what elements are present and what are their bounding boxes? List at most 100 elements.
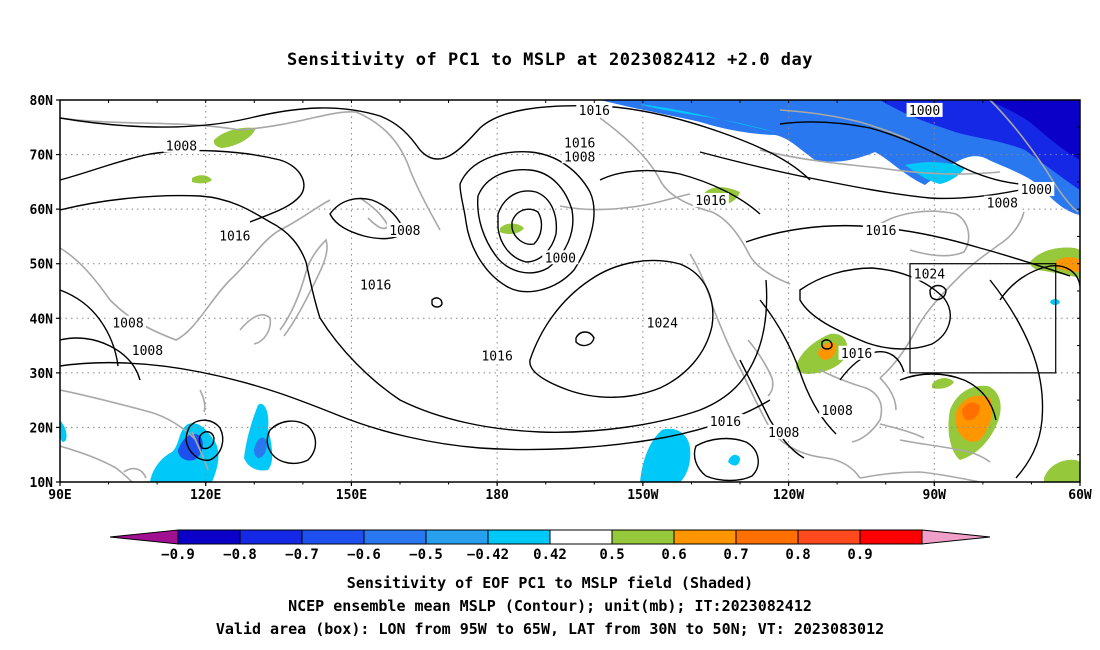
negative-sensitivity-region-pacific-west	[244, 403, 273, 471]
negative-sensitivity-region-philippine-core	[178, 433, 203, 461]
contour-label: 1016	[695, 194, 726, 209]
colorbar-label: 0.6	[661, 547, 686, 563]
contour-1016-pacific-high	[319, 279, 768, 433]
contour-label-bg	[707, 413, 744, 428]
lat-tick-label: 50N	[30, 258, 54, 273]
contour-label-bg	[129, 343, 166, 358]
contour-small-loop-gulf	[821, 339, 833, 350]
contour-label-bg	[692, 192, 729, 207]
sensitivity-shading	[60, 100, 1080, 482]
colorbar-upper-extension	[921, 529, 991, 545]
coastline-mexico	[771, 431, 861, 479]
colorbar-swatch	[735, 529, 799, 545]
contour-label-bg	[644, 315, 681, 330]
contour-label-bg	[216, 228, 253, 243]
contour-label: 1008	[564, 150, 595, 165]
contour-1024-small	[575, 331, 595, 347]
colorbar-label: −0.7	[285, 547, 319, 563]
contour-label: 1016	[710, 415, 741, 430]
lon-tick-label: 120E	[190, 488, 221, 503]
contour-label-bg	[1018, 182, 1055, 197]
lat-tick-label: 10N	[30, 476, 54, 491]
colorbar-swatch	[859, 529, 923, 545]
positive-sensitivity-region-siberia-small	[192, 175, 212, 184]
contour-label: 1000	[545, 251, 576, 266]
lat-tick-label: 60N	[30, 203, 54, 218]
contour-label: 1016	[841, 347, 872, 362]
colorbar-label: 0.7	[723, 547, 748, 563]
contour-label: 1024	[914, 268, 945, 283]
lat-tick-label: 20N	[30, 421, 54, 436]
colorbar-label: −0.6	[347, 547, 381, 563]
longitude-axis: 90E 120E 150E 180 150W 120W 90W 60W	[48, 100, 1092, 503]
negative-sensitivity-region-arctic-deep	[990, 100, 1080, 160]
negative-sensitivity-region-hawaii	[640, 428, 691, 482]
colorbar-swatch	[177, 529, 241, 545]
contour-label: 1016	[564, 137, 595, 152]
contour-1000-low	[497, 190, 558, 263]
contour-1000-low-inner	[511, 208, 543, 245]
contour-1008-canada	[699, 151, 1021, 200]
contour-label-bg	[386, 222, 423, 237]
coastline-south-america	[859, 471, 981, 482]
lon-tick-label: 60W	[1068, 488, 1092, 503]
contour-1024-north-america	[799, 267, 951, 350]
coastline-greenland	[989, 100, 1079, 213]
coastline-baja	[747, 339, 774, 397]
coastline-florida	[879, 377, 897, 411]
coastline-taiwan	[199, 389, 206, 413]
contour-label: 1008	[166, 139, 197, 154]
contour-label: 1008	[112, 317, 143, 332]
coastline-canada-east	[959, 211, 1025, 277]
contour-label-bg	[862, 222, 899, 237]
negative-sensitivity-region-pacific-west-core	[254, 437, 267, 458]
coastline-hudson-bay	[879, 210, 970, 257]
contour-label-bg	[838, 345, 875, 360]
positive-sensitivity-region-atlantic-small	[932, 378, 954, 389]
contour-label: 1008	[389, 224, 420, 239]
lon-tick-label: 90W	[923, 488, 947, 503]
colorbar-swatch	[363, 529, 427, 545]
coastline-alaska	[599, 117, 791, 285]
contour-1000-canada	[779, 121, 1021, 185]
map-title: Sensitivity of PC1 to MSLP at 2023082412…	[286, 50, 813, 70]
contour-1016-north	[60, 104, 811, 181]
colorbar-swatch	[611, 529, 675, 545]
contour-label: 1016	[360, 279, 391, 294]
contour-label: 1016	[219, 229, 250, 244]
coastline-asia-east	[60, 199, 331, 341]
contour-label-bg	[542, 250, 579, 265]
contour-label: 1016	[579, 104, 610, 119]
positive-sensitivity-region-newfoundland-core	[1055, 257, 1080, 272]
positive-sensitivity-region-small-island	[1050, 299, 1060, 305]
contour-1008-pacific-low	[266, 420, 317, 465]
positive-sensitivity-region-siberia	[213, 127, 256, 148]
coastline-gulf-mexico	[819, 369, 883, 443]
contour-1000-low-outer	[459, 151, 595, 293]
contour-label-bg	[357, 277, 394, 292]
colorbar-swatch	[301, 529, 365, 545]
coastline-philippines	[191, 431, 209, 471]
colorbar-label: 0.42	[533, 547, 567, 563]
negative-sensitivity-region-mexico	[728, 454, 740, 466]
lat-tick-label: 40N	[30, 312, 54, 327]
contour-label: 1016	[865, 224, 896, 239]
contour-label-bg	[984, 195, 1021, 210]
positive-sensitivity-region-atlantic-peak	[962, 402, 980, 421]
colorbar-label: −0.5	[409, 547, 443, 563]
contour-1008-siberia	[60, 149, 305, 223]
contour-1024-high	[529, 259, 714, 398]
coastline-cuba	[879, 423, 925, 439]
lon-tick-label: 180	[485, 488, 509, 503]
coastline-korea	[239, 314, 272, 345]
contour-1008-low	[476, 169, 574, 274]
contour-1008-atlantic-low	[999, 265, 1080, 301]
contour-label-bg	[561, 135, 598, 150]
colorbar-label: 0.5	[599, 547, 624, 563]
contour-1016-siberia	[60, 194, 321, 319]
colorbar-swatch	[797, 529, 861, 545]
coastline-indochina	[60, 445, 133, 482]
contour-1008-mexico	[739, 359, 805, 459]
contour-label-bg	[576, 102, 613, 117]
contour-label-bg	[906, 102, 943, 117]
